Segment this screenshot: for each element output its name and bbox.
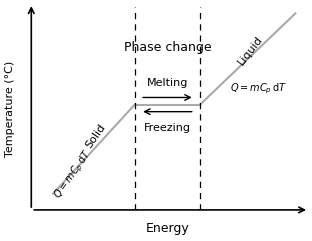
Text: Melting: Melting	[147, 78, 188, 88]
Text: Temperature (°C): Temperature (°C)	[4, 60, 14, 157]
Text: Liquid: Liquid	[236, 34, 265, 67]
Text: $Q = mC_p\,\mathrm{d}T$: $Q = mC_p\,\mathrm{d}T$	[230, 81, 287, 96]
Text: Phase change: Phase change	[124, 41, 211, 54]
Text: $Q = mC_p\,\mathrm{d}T$: $Q = mC_p\,\mathrm{d}T$	[51, 147, 96, 202]
Text: Energy: Energy	[146, 222, 189, 235]
Text: Solid: Solid	[83, 122, 107, 150]
Text: Freezing: Freezing	[144, 123, 191, 133]
